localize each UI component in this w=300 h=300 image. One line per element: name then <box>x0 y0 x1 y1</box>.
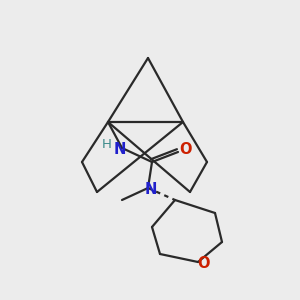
Text: N: N <box>145 182 157 197</box>
Text: N: N <box>114 142 126 158</box>
Text: O: O <box>179 142 191 157</box>
Text: H: H <box>102 139 112 152</box>
Text: O: O <box>198 256 210 272</box>
